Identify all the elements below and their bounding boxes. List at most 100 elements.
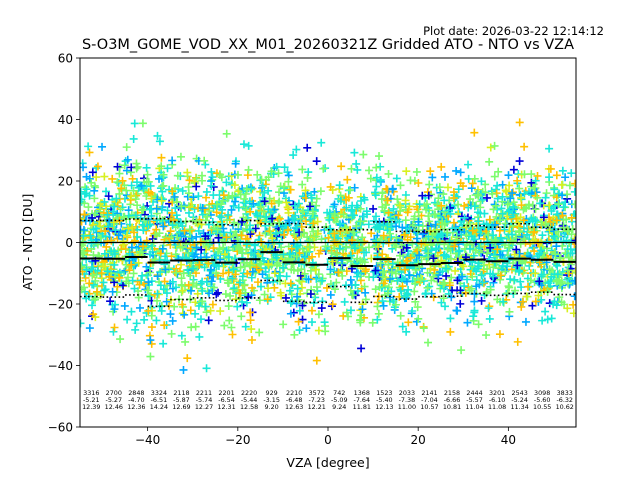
scatter-point <box>550 185 559 194</box>
scatter-point <box>425 180 434 189</box>
scatter-point <box>85 148 94 157</box>
scatter-point <box>251 224 260 233</box>
scatter-point <box>352 201 361 210</box>
scatter-point <box>156 268 165 277</box>
scatter-point <box>82 172 91 181</box>
scatter-point <box>229 285 238 294</box>
scatter-point <box>122 166 131 175</box>
scatter-point <box>241 288 250 297</box>
scatter-point <box>207 277 216 286</box>
scatter-point <box>146 336 155 345</box>
scatter-point <box>369 273 378 282</box>
scatter-point <box>275 239 284 248</box>
scatter-point <box>155 229 164 238</box>
scatter-point <box>177 331 186 340</box>
scatter-point <box>247 248 256 257</box>
scatter-point <box>346 275 355 284</box>
scatter-point <box>371 212 380 221</box>
scatter-point <box>89 310 98 319</box>
scatter-point <box>358 243 367 252</box>
scatter-point <box>204 316 213 325</box>
scatter-point <box>505 307 514 316</box>
bin-std: 12.27 <box>195 403 213 411</box>
scatter-point <box>538 316 547 325</box>
scatter-point <box>211 201 220 210</box>
scatter-point <box>159 339 168 348</box>
scatter-point <box>163 164 172 173</box>
scatter-point <box>193 289 202 298</box>
scatter-point <box>135 280 144 289</box>
scatter-point <box>191 322 200 331</box>
scatter-point <box>336 226 345 235</box>
scatter-point <box>166 227 175 236</box>
scatter-point <box>335 219 344 228</box>
scatter-point <box>244 292 253 301</box>
scatter-point <box>168 221 177 230</box>
scatter-point <box>379 279 388 288</box>
scatter-point <box>128 174 137 183</box>
scatter-point <box>110 202 119 211</box>
scatter-point <box>335 244 344 253</box>
scatter-point <box>90 194 99 203</box>
scatter-point <box>194 301 203 310</box>
scatter-point <box>228 330 237 339</box>
scatter-point <box>198 286 207 295</box>
scatter-point <box>241 199 250 208</box>
scatter-point <box>180 310 189 319</box>
scatter-point <box>156 281 165 290</box>
scatter-point <box>168 156 177 165</box>
scatter-point <box>334 240 343 249</box>
scatter-point <box>303 173 312 182</box>
scatter-point <box>168 208 177 217</box>
scatter-point <box>569 309 576 318</box>
scatter-point <box>110 250 119 259</box>
scatter-point <box>361 267 370 276</box>
scatter-point <box>237 312 246 321</box>
scatter-point <box>145 220 154 229</box>
scatter-point <box>485 302 494 311</box>
scatter-point <box>306 202 315 211</box>
scatter-point <box>134 258 143 267</box>
scatter-point <box>192 217 201 226</box>
scatter-point <box>128 223 137 232</box>
scatter-point <box>186 306 195 315</box>
scatter-point <box>396 181 405 190</box>
scatter-point <box>176 152 185 161</box>
scatter-point <box>543 315 552 324</box>
scatter-point <box>229 265 238 274</box>
scatter-point <box>227 323 236 332</box>
scatter-point <box>185 208 194 217</box>
scatter-point <box>194 192 203 201</box>
scatter-point <box>130 228 139 237</box>
scatter-point <box>306 266 315 275</box>
scatter-point <box>237 231 246 240</box>
scatter-point <box>236 190 245 199</box>
scatter-point <box>253 278 262 287</box>
y-tick-label: −20 <box>48 298 73 312</box>
scatter-point <box>209 283 218 292</box>
scatter-point <box>485 314 494 323</box>
scatter-point <box>187 286 196 295</box>
scatter-point <box>177 202 186 211</box>
scatter-point <box>135 303 144 312</box>
scatter-point <box>152 204 161 213</box>
scatter-point <box>197 245 206 254</box>
scatter-point <box>223 216 232 225</box>
scatter-point <box>190 252 199 261</box>
scatter-point <box>264 284 273 293</box>
scatter-point <box>125 256 134 265</box>
scatter-point <box>495 330 504 339</box>
scatter-point <box>177 274 186 283</box>
scatter-point <box>104 253 113 262</box>
scatter-point <box>206 210 215 219</box>
scatter-point <box>412 167 421 176</box>
scatter-point <box>147 311 156 320</box>
scatter-point <box>419 324 428 333</box>
bin-std: 12.39 <box>82 403 100 411</box>
scatter-point <box>279 320 288 329</box>
scatter-point <box>300 269 309 278</box>
scatter-point <box>192 281 201 290</box>
scatter-point <box>231 270 240 279</box>
scatter-point <box>258 181 267 190</box>
scatter-point <box>202 364 211 373</box>
